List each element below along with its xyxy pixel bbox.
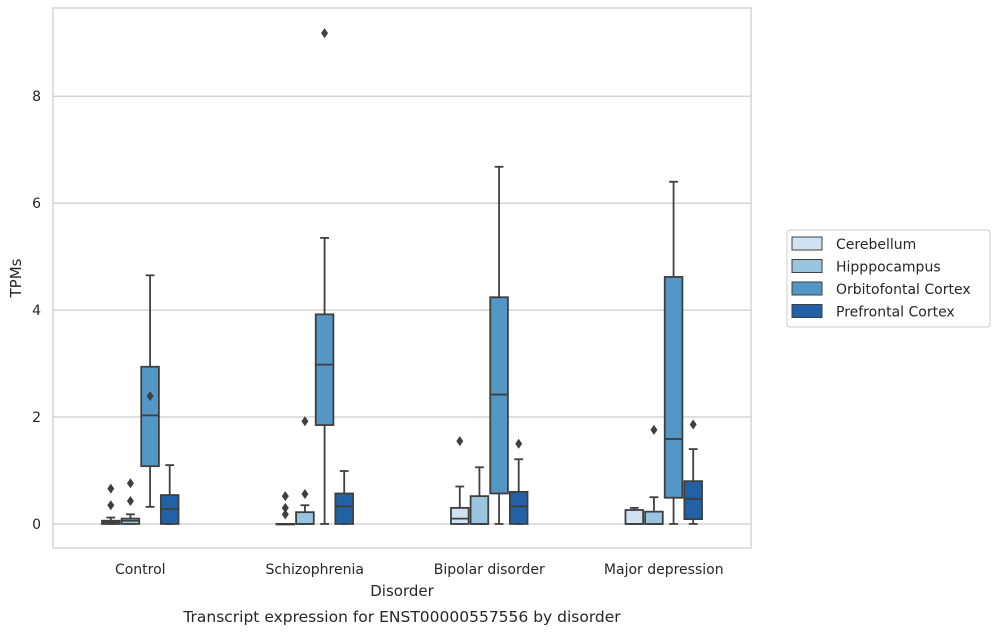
outlier-2 xyxy=(281,491,289,502)
box-0-1 xyxy=(275,491,296,526)
box-rect xyxy=(508,490,529,525)
box-rect xyxy=(663,276,684,499)
box-rect xyxy=(140,365,160,468)
outlier-1 xyxy=(281,502,289,513)
box-3-0 xyxy=(159,464,180,525)
outlier-0 xyxy=(515,438,523,449)
legend-label-3: Prefrontal Cortex xyxy=(836,305,955,321)
y-tick-label-2: 4 xyxy=(32,303,41,319)
legend-items: Cerebellum Hipppocampus Orbitofontal Corte… xyxy=(791,236,971,321)
y-tick-labels: 0 2 4 6 8 xyxy=(32,89,41,533)
x-tick-label-1: Schizophrenia xyxy=(266,562,364,578)
outlier-0 xyxy=(650,424,658,435)
box-1-3 xyxy=(644,424,664,525)
box-rect xyxy=(450,507,470,525)
box-2-3 xyxy=(663,180,684,525)
outlier-0 xyxy=(689,419,697,430)
box-1-0 xyxy=(120,478,141,525)
box-2-0 xyxy=(140,274,160,508)
outlier-0 xyxy=(107,500,115,511)
box-rect xyxy=(683,480,703,521)
legend-swatch-3 xyxy=(791,304,823,318)
x-tick-label-2: Bipolar disorder xyxy=(434,562,545,578)
x-axis-label: Disorder xyxy=(370,582,434,600)
outlier-0 xyxy=(321,28,329,39)
y-axis-label: TPMs xyxy=(7,258,25,298)
legend-swatch-1 xyxy=(791,259,823,273)
box-layer xyxy=(101,28,703,526)
outlier-0 xyxy=(456,436,464,447)
box-1-2 xyxy=(469,466,490,525)
legend-frame xyxy=(786,229,991,328)
legend-swatch-0 xyxy=(791,236,823,251)
outlier-0 xyxy=(301,489,309,499)
y-tick-label-4: 8 xyxy=(32,89,41,105)
box-rect xyxy=(644,510,664,525)
box-2-1 xyxy=(314,28,335,525)
outlier-1 xyxy=(301,416,309,427)
outlier-1 xyxy=(107,483,115,494)
box-3-3 xyxy=(683,419,703,525)
box-1-1 xyxy=(295,416,315,525)
legend-label-1: Hipppocampus xyxy=(836,260,941,276)
legend-swatch-2 xyxy=(791,281,823,296)
y-tick-label-3: 6 xyxy=(32,196,41,212)
plot-frame xyxy=(52,7,752,549)
box-3-2 xyxy=(508,438,529,525)
box-rect xyxy=(469,495,490,525)
box-2-2 xyxy=(489,165,509,525)
box-rect xyxy=(295,511,315,525)
x-tick-label-3: Major depression xyxy=(604,562,724,578)
box-rect xyxy=(334,492,354,525)
box-0-0 xyxy=(101,483,121,525)
box-rect xyxy=(314,313,335,426)
outlier-1 xyxy=(126,478,134,489)
box-0-2 xyxy=(450,436,470,525)
legend-label-2: Orbitofontal Cortex xyxy=(836,282,971,298)
legend: Cerebellum Hipppocampus Orbitofontal Corte… xyxy=(786,229,991,328)
outlier-0 xyxy=(146,391,154,402)
box-3-1 xyxy=(334,470,354,525)
chart-title: Transcript expression for ENST0000055755… xyxy=(182,608,621,626)
outlier-0 xyxy=(281,509,289,520)
outlier-0 xyxy=(126,495,134,506)
x-tick-labels: Control Schizophrenia Bipolar disorder Majo… xyxy=(115,562,724,578)
box-rect xyxy=(624,509,645,525)
y-tick-label-0: 0 xyxy=(32,517,41,533)
box-0-3 xyxy=(624,507,645,525)
x-tick-label-0: Control xyxy=(115,562,166,578)
y-tick-label-1: 2 xyxy=(32,410,41,426)
legend-label-0: Cerebellum xyxy=(836,237,916,253)
